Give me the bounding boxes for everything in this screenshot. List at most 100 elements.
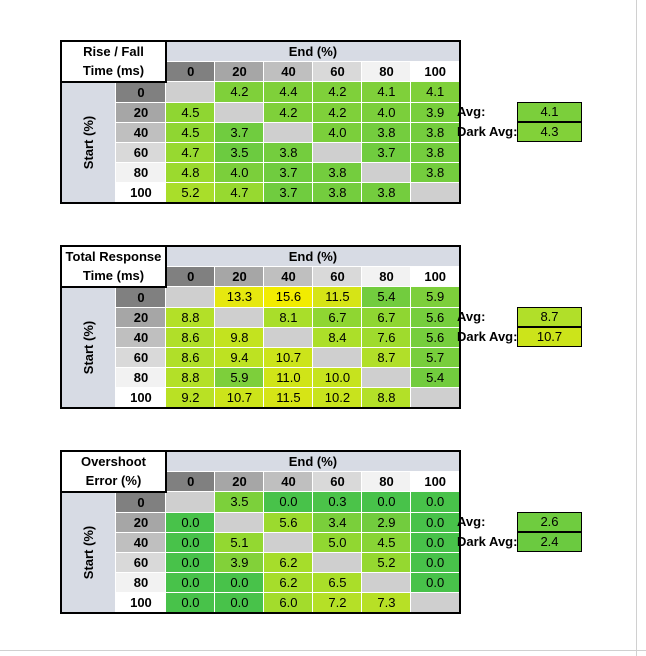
table-row: 60 4.7 3.5 3.8 3.7 3.8 — [61, 141, 461, 163]
value-cell: 6.2 — [263, 571, 314, 593]
value-cell: 7.2 — [312, 591, 363, 614]
row-header: 100 — [115, 386, 167, 409]
end-percent-label: End (%) — [165, 245, 461, 267]
column-header: 80 — [361, 266, 412, 287]
table-row: 100 9.2 10.7 11.5 10.2 8.8 — [61, 386, 461, 409]
empty-diagonal-cell — [410, 591, 461, 614]
avg-label: Avg: — [457, 309, 486, 324]
table-row: 80 0.0 0.0 6.2 6.5 0.0 — [61, 571, 461, 593]
column-header: 0 — [165, 61, 216, 82]
value-cell: 0.0 — [410, 511, 461, 533]
avg-value: 2.6 — [517, 512, 582, 532]
value-cell: 2.9 — [361, 511, 412, 533]
avg-value: 4.1 — [517, 102, 582, 122]
value-cell: 9.8 — [214, 326, 265, 348]
table-title: Rise / Fall Time (ms) — [60, 40, 167, 83]
response-time-table: Total Response Time (ms) End (%) 0 20 40 60 80 1… — [60, 245, 461, 409]
empty-diagonal-cell — [165, 491, 216, 513]
page-border-right — [636, 0, 637, 656]
value-cell: 5.4 — [410, 366, 461, 388]
value-cell: 0.0 — [361, 491, 412, 513]
table-title-line1: Rise / Fall — [83, 44, 144, 60]
value-cell: 8.1 — [263, 306, 314, 328]
row-header: 20 — [115, 101, 167, 123]
table-row: 60 8.6 9.4 10.7 8.7 5.7 — [61, 346, 461, 368]
value-cell: 6.2 — [263, 551, 314, 573]
row-header: 20 — [115, 511, 167, 533]
column-header: 80 — [361, 61, 412, 82]
row-header: 80 — [115, 161, 167, 183]
value-cell: 5.6 — [263, 511, 314, 533]
value-cell: 4.7 — [165, 141, 216, 163]
value-cell: 6.0 — [263, 591, 314, 614]
value-cell: 9.4 — [214, 346, 265, 368]
column-header: 80 — [361, 471, 412, 492]
table-title: Total Response Time (ms) — [60, 245, 167, 288]
empty-diagonal-cell — [214, 511, 265, 533]
value-cell: 4.1 — [410, 81, 461, 103]
dark-avg-label: Dark Avg: — [457, 329, 518, 344]
row-header: 60 — [115, 551, 167, 573]
value-cell: 0.0 — [410, 531, 461, 553]
table-row: 60 0.0 3.9 6.2 5.2 0.0 — [61, 551, 461, 573]
row-header: 0 — [115, 286, 167, 308]
dark-avg-value: 2.4 — [517, 532, 582, 552]
row-header: 20 — [115, 306, 167, 328]
column-header: 20 — [214, 266, 265, 287]
value-cell: 4.4 — [263, 81, 314, 103]
value-cell: 0.0 — [165, 511, 216, 533]
value-cell: 3.8 — [361, 181, 412, 204]
table-row: 40 8.6 9.8 8.4 7.6 5.6 — [61, 326, 461, 348]
empty-diagonal-cell — [312, 141, 363, 163]
row-header: 100 — [115, 591, 167, 614]
dark-avg-label: Dark Avg: — [457, 124, 518, 139]
value-cell: 4.1 — [361, 81, 412, 103]
value-cell: 4.5 — [165, 101, 216, 123]
value-cell: 8.8 — [165, 366, 216, 388]
value-cell: 10.0 — [312, 366, 363, 388]
table-row: 80 8.8 5.9 11.0 10.0 5.4 — [61, 366, 461, 388]
value-cell: 3.8 — [312, 161, 363, 183]
row-header: 40 — [115, 531, 167, 553]
value-cell: 5.7 — [410, 346, 461, 368]
row-header: 80 — [115, 571, 167, 593]
start-percent-label: Start (%) — [60, 286, 117, 409]
value-cell: 9.2 — [165, 386, 216, 409]
value-cell: 0.0 — [410, 551, 461, 573]
empty-diagonal-cell — [263, 531, 314, 553]
table-title-line2: Time (ms) — [82, 63, 145, 79]
table-title-line2: Error (%) — [85, 473, 142, 489]
value-cell: 0.0 — [410, 571, 461, 593]
value-cell: 4.8 — [165, 161, 216, 183]
value-cell: 11.0 — [263, 366, 314, 388]
page-border-bottom — [0, 650, 646, 651]
empty-diagonal-cell — [214, 306, 265, 328]
value-cell: 3.7 — [361, 141, 412, 163]
empty-diagonal-cell — [410, 386, 461, 409]
value-cell: 3.7 — [263, 161, 314, 183]
value-cell: 3.8 — [263, 141, 314, 163]
value-cell: 10.7 — [263, 346, 314, 368]
value-cell: 5.1 — [214, 531, 265, 553]
start-percent-text: Start (%) — [81, 525, 97, 579]
table-title-line1: Total Response — [65, 249, 162, 265]
value-cell: 5.2 — [165, 181, 216, 204]
empty-diagonal-cell — [361, 161, 412, 183]
table-row: 20 8.8 8.1 6.7 6.7 5.6 — [61, 306, 461, 328]
value-cell: 7.3 — [361, 591, 412, 614]
start-percent-text: Start (%) — [81, 320, 97, 374]
value-cell: 5.0 — [312, 531, 363, 553]
value-cell: 3.8 — [361, 121, 412, 143]
empty-diagonal-cell — [214, 101, 265, 123]
value-cell: 4.2 — [312, 101, 363, 123]
end-percent-label: End (%) — [165, 40, 461, 62]
value-cell: 4.2 — [214, 81, 265, 103]
empty-diagonal-cell — [410, 181, 461, 204]
end-percent-label: End (%) — [165, 450, 461, 472]
column-header: 100 — [410, 266, 461, 287]
value-cell: 11.5 — [263, 386, 314, 409]
value-cell: 8.7 — [361, 346, 412, 368]
value-cell: 6.5 — [312, 571, 363, 593]
value-cell: 3.8 — [312, 181, 363, 204]
value-cell: 3.5 — [214, 141, 265, 163]
